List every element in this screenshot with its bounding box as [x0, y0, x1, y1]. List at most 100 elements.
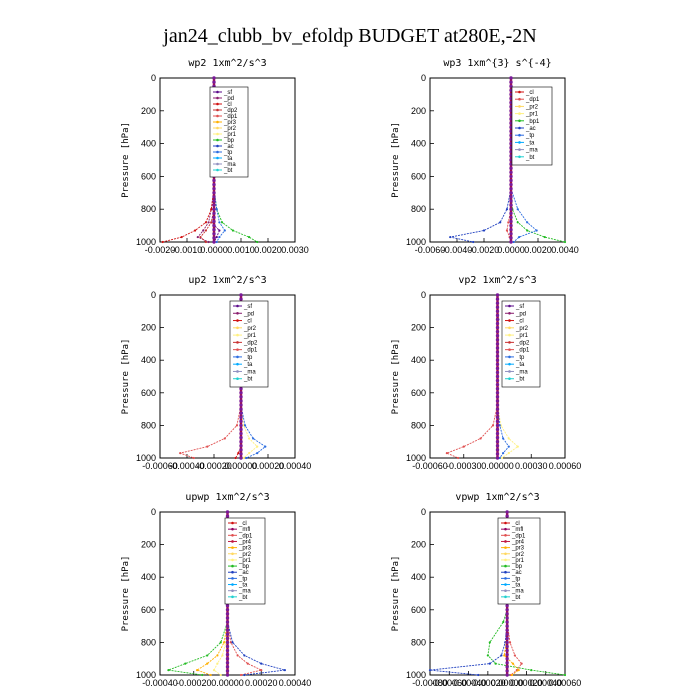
legend-label: _tp — [525, 133, 535, 139]
y-tick-label: 0 — [421, 290, 426, 300]
profile-marker — [509, 178, 513, 183]
legend-label: _cl — [525, 90, 534, 96]
y-axis-label: Pressure [hPa] — [121, 339, 131, 415]
series-point — [507, 452, 510, 455]
profile-marker — [212, 76, 216, 80]
legend-marker — [231, 589, 234, 592]
profile-marker — [495, 346, 500, 350]
profile-marker — [505, 612, 509, 616]
y-axis-label: Pressure [hPa] — [391, 339, 401, 415]
profile-marker — [495, 444, 500, 448]
series-point — [199, 235, 202, 239]
profile-marker — [239, 297, 243, 301]
profile-marker — [225, 514, 230, 518]
x-tick-label: -0.00060 — [142, 461, 178, 471]
legend-marker — [236, 362, 239, 366]
profile-marker — [225, 652, 230, 657]
legend-label: _ta — [511, 583, 521, 589]
series-point — [218, 235, 221, 239]
series-point — [216, 662, 219, 665]
profile-marker — [225, 608, 230, 612]
series-point — [215, 208, 218, 211]
series-point — [516, 445, 519, 448]
legend-label: _pr1 — [243, 333, 257, 339]
profile-marker — [509, 211, 513, 215]
series-point — [505, 229, 509, 232]
series-point — [260, 669, 263, 672]
series-line-cl — [162, 78, 215, 243]
profile-marker — [225, 624, 230, 628]
series-point — [526, 221, 529, 224]
profile-marker — [495, 374, 500, 379]
profile-marker — [509, 187, 513, 191]
profile-marker — [225, 644, 230, 649]
x-tick-label: -0.00060 — [412, 461, 448, 471]
legend-label: _cl — [223, 102, 232, 108]
series-point — [209, 673, 212, 677]
legend-marker — [216, 132, 219, 136]
series-point — [507, 445, 510, 448]
series-point — [206, 445, 209, 448]
legend-marker — [504, 577, 507, 580]
profile-marker — [495, 362, 500, 366]
legend-label: _tp — [515, 355, 525, 361]
y-tick-label: 800 — [141, 637, 156, 647]
series-point — [194, 229, 197, 232]
legend-label: _ta — [223, 156, 233, 162]
profile-marker — [495, 366, 500, 371]
legend-label: _pr1 — [515, 333, 529, 339]
legend-marker — [236, 355, 239, 359]
panel-title: upwp 1xm^2/s^3 — [185, 492, 269, 503]
profile-marker — [225, 669, 230, 673]
plot-frame — [159, 294, 296, 459]
x-tick-label: 0.00060 — [549, 678, 582, 688]
profile-marker — [505, 514, 509, 518]
series-point — [472, 240, 475, 244]
series-point — [260, 662, 263, 665]
profile-marker — [509, 240, 513, 244]
legend-label: _ma — [515, 369, 528, 375]
profile-marker — [212, 219, 216, 224]
legend-marker — [236, 304, 239, 308]
legend-marker — [508, 304, 511, 308]
profile-marker — [495, 305, 500, 309]
series-point — [477, 673, 480, 677]
profile-marker — [212, 211, 216, 215]
series-point — [516, 221, 519, 224]
profile-marker — [505, 620, 509, 624]
series-point — [491, 424, 495, 427]
profile-marker — [212, 203, 216, 207]
profile-marker — [505, 657, 509, 661]
series-point — [457, 456, 460, 460]
x-tick-label: 0.0030 — [281, 245, 309, 255]
legend-label: _sf — [243, 304, 252, 310]
profile-marker — [239, 431, 243, 436]
x-tick-label: 0.0020 — [254, 245, 282, 255]
panel-4: vp2 1xm^2/s^3 Pressure [hPa] 0 200 400 600 800… — [391, 275, 581, 471]
profile-marker — [509, 219, 513, 224]
legend-marker — [216, 90, 219, 94]
legend-label: _pr2 — [525, 104, 539, 110]
legend-marker — [236, 370, 239, 373]
profile-marker — [509, 170, 513, 174]
series-point — [223, 641, 226, 644]
profile-marker — [495, 431, 500, 436]
legend-marker — [236, 319, 239, 322]
series-point — [445, 452, 448, 455]
series-point — [511, 662, 515, 665]
legend-label: _pr1 — [238, 558, 252, 564]
y-tick-label: 200 — [141, 106, 156, 116]
profile-marker — [212, 232, 216, 236]
legend-marker — [236, 348, 239, 351]
profile-marker — [495, 342, 500, 346]
legend-marker — [216, 114, 219, 118]
x-tick-label: 0.00030 — [515, 461, 548, 471]
x-tick-label: 0.0020 — [524, 245, 552, 255]
legend-marker — [518, 105, 521, 108]
series-point — [264, 445, 267, 448]
profile-marker — [212, 240, 216, 244]
legend-label: _ta — [515, 362, 525, 368]
profile-marker — [495, 325, 500, 330]
panel-5: upwp 1xm^2/s^3 Pressure [hPa] 0 200 400 600 80… — [121, 492, 311, 688]
x-tick-label: 0.00020 — [510, 678, 543, 688]
